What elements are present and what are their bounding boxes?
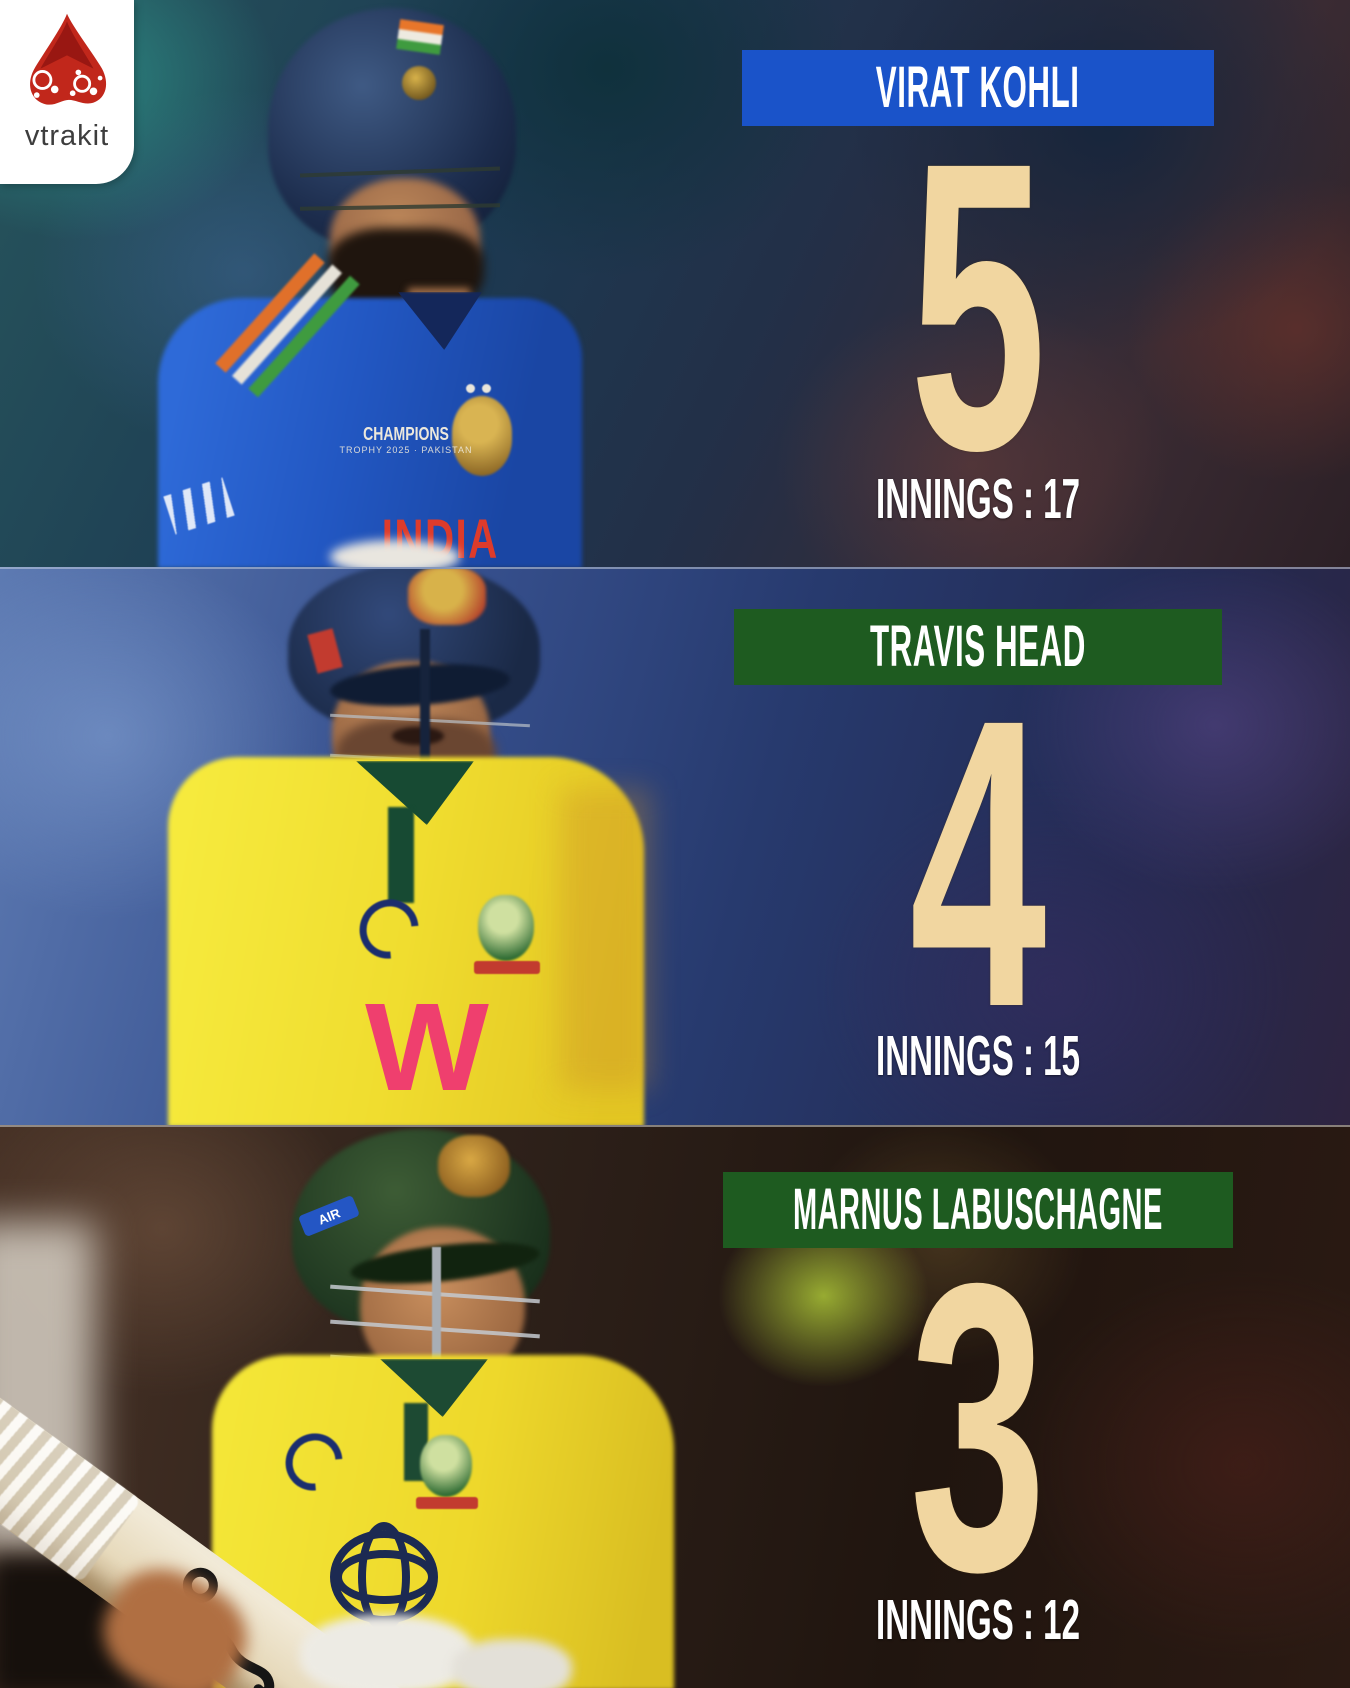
vtrakit-logo-text: vtrakit [24, 120, 110, 152]
player-name: VIRAT KOHLI [876, 55, 1080, 120]
australia-crest-icon [420, 1435, 472, 1497]
stat-number-marnus-labuschagne: 3 [909, 1197, 1047, 1656]
light-shading [560, 789, 650, 1089]
innings-label-virat-kohli: INNINGS : 17 [876, 466, 1080, 531]
star-icon [482, 384, 491, 393]
jersey-text-line1: CHAMPIONS [363, 424, 449, 444]
helmet-coat-of-arms-icon [438, 1135, 510, 1197]
player-name: TRAVIS HEAD [870, 614, 1086, 679]
batting-glove [300, 1615, 475, 1688]
player-mouth [392, 727, 444, 745]
innings-label-travis-head: INNINGS : 15 [876, 1023, 1080, 1088]
jersey-text-line2: TROPHY 2025 · PAKISTAN [339, 445, 473, 456]
crest-ribbon [416, 1497, 478, 1509]
india-flag-decal [396, 19, 444, 55]
player-name: MARNUS LABUSCHAGNE [793, 1177, 1163, 1242]
vtrakit-logo-card: vtrakit [0, 0, 134, 184]
westpac-w-logo: W [365, 978, 489, 1117]
stat-number-virat-kohli: 5 [909, 76, 1047, 535]
bcci-crest-icon [452, 396, 512, 476]
crest-ribbon [474, 961, 540, 974]
star-icon [466, 384, 475, 393]
vtrakit-logo-icon [30, 13, 107, 105]
innings-label-marnus-labuschagne: INNINGS : 12 [876, 1587, 1080, 1652]
helmet-grille [432, 1247, 441, 1387]
helmet-coat-of-arms-icon [408, 569, 486, 625]
player-name-banner-marnus-labuschagne: MARNUS LABUSCHAGNE [723, 1172, 1233, 1248]
helmet-grille [420, 629, 430, 779]
player-name-banner-travis-head: TRAVIS HEAD [734, 609, 1222, 685]
australia-crest-icon [478, 895, 534, 961]
batting-glove [452, 1639, 572, 1688]
toyota-logo-icon [330, 1522, 438, 1632]
jersey-placket [388, 807, 414, 903]
champions-trophy-jersey-text: CHAMPIONS TROPHY 2025 · PAKISTAN [296, 424, 516, 456]
player-name-banner-virat-kohli: VIRAT KOHLI [742, 50, 1214, 126]
helmet-emblem [402, 66, 436, 100]
stat-number-travis-head: 4 [909, 633, 1047, 1092]
batting-glove [330, 540, 460, 567]
